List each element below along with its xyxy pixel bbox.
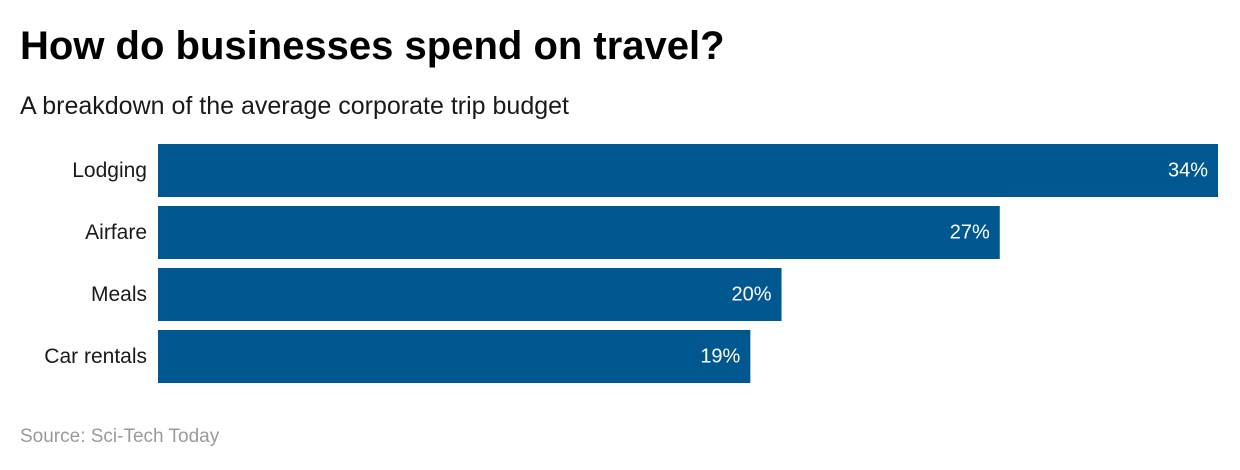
bar-meals (158, 268, 782, 321)
value-label-lodging: 34% (1168, 160, 1208, 182)
category-label-airfare: Airfare (85, 221, 147, 244)
source-note: Source: Sci-Tech Today (20, 426, 220, 447)
bar-airfare (158, 206, 1000, 259)
bar-lodging (158, 144, 1218, 197)
category-label-meals: Meals (91, 283, 147, 306)
value-label-airfare: 27% (950, 222, 990, 244)
chart-subtitle: A breakdown of the average corporate tri… (20, 92, 569, 120)
value-label-meals: 20% (731, 284, 771, 306)
value-label-car-rentals: 19% (700, 346, 740, 368)
category-label-lodging: Lodging (72, 159, 147, 182)
chart-title: How do businesses spend on travel? (20, 24, 725, 68)
category-label-car-rentals: Car rentals (44, 345, 147, 368)
bar-car-rentals (158, 330, 751, 383)
